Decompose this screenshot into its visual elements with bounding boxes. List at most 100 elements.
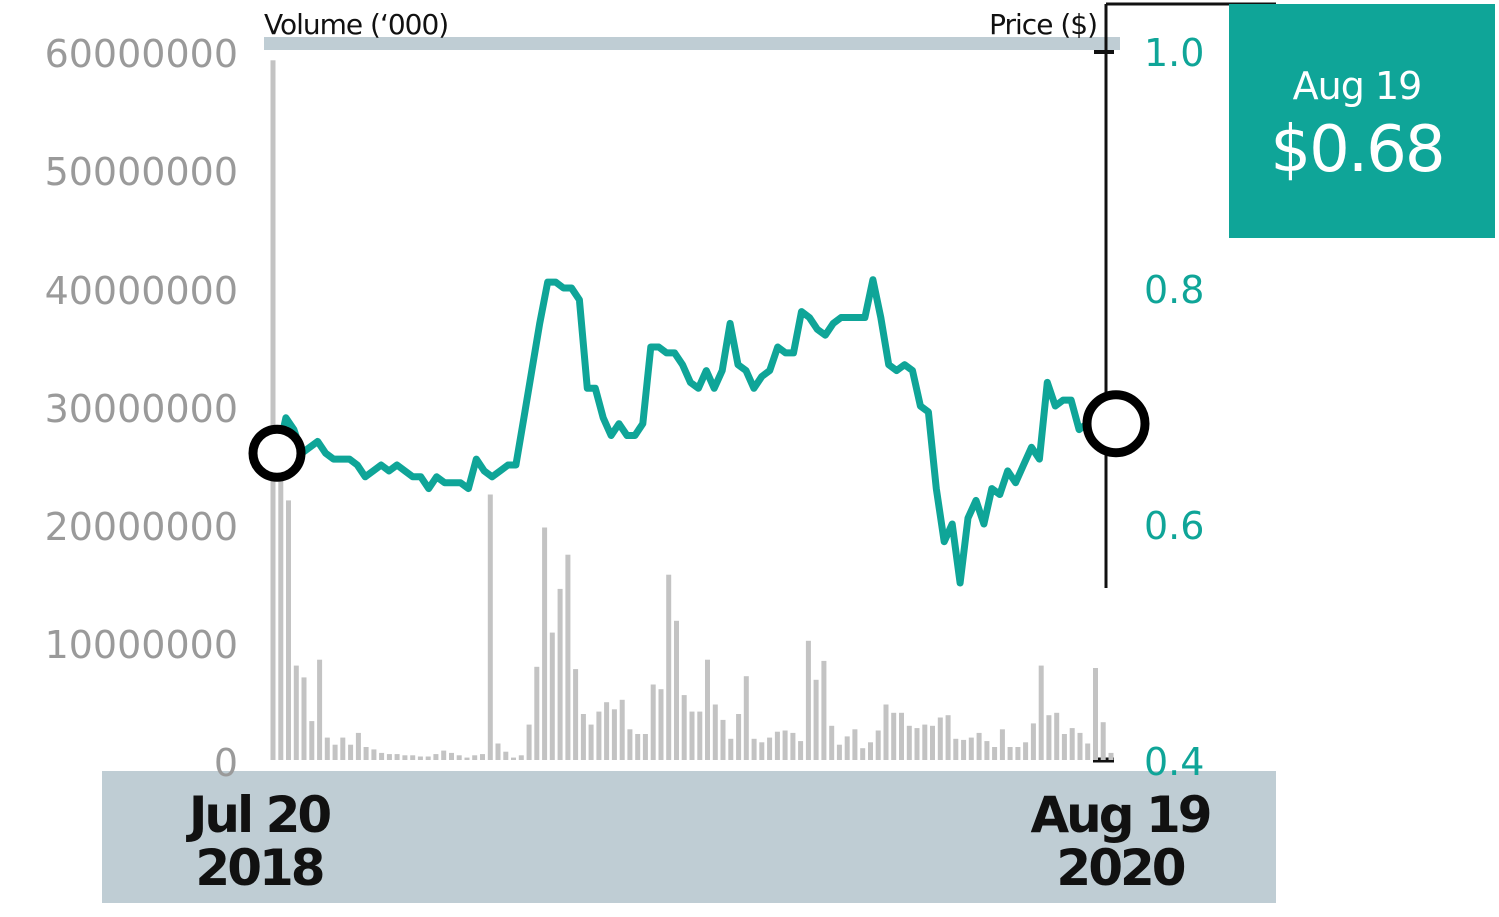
volume-bar [1046, 715, 1052, 760]
volume-tick-label: 30000000 [45, 387, 238, 431]
volume-bar [410, 755, 416, 760]
volume-bar [580, 714, 586, 760]
volume-bar [992, 747, 998, 760]
volume-bar [642, 734, 648, 760]
volume-bar [425, 756, 431, 760]
volume-bar [1108, 752, 1114, 760]
badge-price-label: $0.68 [1270, 113, 1443, 187]
volume-bar [293, 665, 299, 760]
volume-tick-label: 40000000 [45, 269, 238, 313]
volume-bar [930, 725, 935, 760]
volume-bar [573, 669, 579, 760]
volume-bar [1061, 734, 1067, 760]
volume-bar [821, 660, 827, 760]
volume-bar [868, 742, 873, 760]
volume-bar [681, 695, 687, 760]
volume-bar [899, 712, 904, 760]
volume-bar [953, 738, 959, 760]
volume-tick-label: 10000000 [45, 623, 238, 667]
volume-bar [487, 494, 493, 760]
badge-date-label: Aug 19 [1293, 64, 1422, 108]
volume-bar [945, 715, 951, 760]
volume-bar [984, 741, 990, 760]
volume-bar [743, 676, 749, 760]
volume-bar [596, 711, 602, 760]
volume-bar [526, 724, 532, 760]
volume-bar [736, 714, 742, 760]
volume-bar [1054, 712, 1060, 760]
volume-bar [782, 730, 788, 760]
x-end-year-label: 2020 [1056, 839, 1184, 897]
volume-bar [542, 527, 548, 760]
price-tick-label: 0.6 [1144, 504, 1204, 548]
volume-tick-label: 0 [214, 741, 238, 785]
volume-bar [1077, 732, 1083, 760]
volume-bar [968, 737, 974, 760]
volume-bar [394, 754, 400, 760]
top-band [264, 37, 1120, 50]
volume-bar [278, 476, 284, 760]
volume-bar [961, 739, 967, 760]
volume-bar [386, 754, 392, 760]
volume-bar [720, 719, 726, 760]
volume-bar [518, 755, 524, 760]
volume-bar [689, 711, 695, 760]
volume-bar [774, 731, 780, 760]
volume-bar [1015, 747, 1021, 760]
volume-bar [728, 738, 734, 760]
volume-bars [270, 60, 1114, 761]
volume-bar [836, 744, 842, 760]
volume-bar [852, 729, 858, 760]
volume-bar [976, 732, 982, 760]
x-end-month-label: Aug 19 [1030, 786, 1209, 844]
volume-bar [557, 588, 563, 760]
volume-axis-label: Volume (‘000) [264, 8, 448, 41]
volume-bar [937, 717, 943, 760]
volume-bar [441, 750, 447, 760]
volume-bar [798, 741, 804, 760]
volume-bar [805, 640, 811, 760]
volume-bar [914, 728, 920, 760]
volume-bar [829, 725, 835, 760]
price-tick-label: 0.8 [1144, 268, 1204, 312]
volume-bar [270, 60, 276, 761]
volume-bar [511, 757, 516, 760]
volume-tick-label: 20000000 [45, 505, 238, 549]
volume-bar [860, 748, 866, 760]
volume-bar [495, 743, 501, 760]
volume-bar [666, 574, 672, 760]
volume-bar [705, 659, 710, 760]
volume-bar [433, 754, 439, 760]
volume-bar [1085, 743, 1091, 760]
volume-bar [674, 620, 679, 760]
volume-bar [1069, 728, 1075, 760]
volume-bar [417, 756, 423, 760]
volume-bar [549, 632, 555, 760]
x-axis-band [102, 771, 1276, 903]
volume-bar [751, 738, 757, 760]
volume-bar [875, 730, 881, 760]
volume-bar [759, 742, 765, 760]
volume-bar [332, 744, 338, 760]
volume-tick-label: 60000000 [45, 32, 238, 76]
volume-bar [480, 754, 485, 760]
volume-bar [891, 712, 897, 760]
volume-bar [999, 729, 1005, 760]
volume-bar [1007, 747, 1013, 760]
volume-bar [565, 554, 571, 760]
volume-bar [635, 734, 641, 760]
volume-bar [472, 755, 478, 760]
volume-bar [790, 732, 796, 760]
volume-bar [379, 752, 385, 760]
volume-bar [456, 755, 462, 760]
volume-bar [1100, 722, 1106, 760]
price-axis-label: Price ($) [989, 8, 1097, 41]
volume-bar [906, 725, 912, 760]
volume-bar [340, 737, 346, 760]
volume-tick-label: 50000000 [45, 150, 238, 194]
price-badge [1229, 4, 1495, 238]
volume-bar [844, 736, 850, 760]
volume-bar [355, 732, 361, 760]
volume-bar [619, 699, 625, 760]
volume-bar [767, 737, 773, 760]
